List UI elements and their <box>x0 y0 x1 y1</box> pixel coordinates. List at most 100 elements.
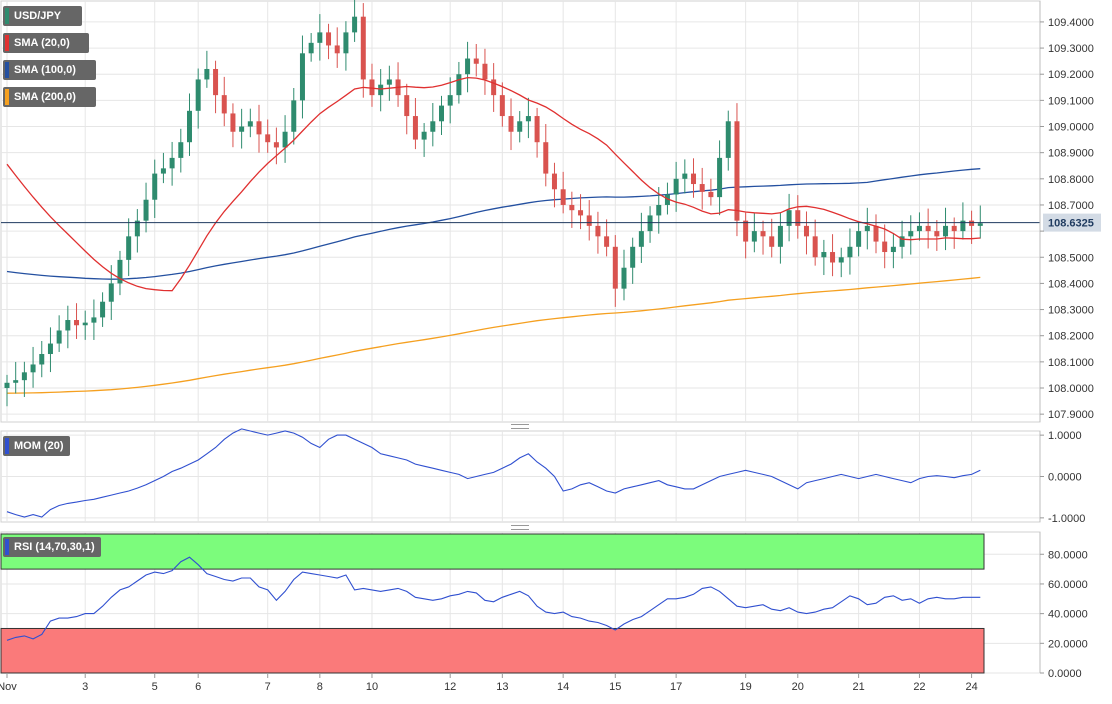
bear-candle[interactable] <box>569 204 575 211</box>
bear-candle[interactable] <box>74 320 80 326</box>
bear-candle[interactable] <box>760 231 766 237</box>
bull-candle[interactable] <box>21 372 27 381</box>
bear-candle[interactable] <box>934 231 940 237</box>
bear-candle[interactable] <box>612 246 618 289</box>
bull-candle[interactable] <box>899 236 905 247</box>
bull-candle[interactable] <box>908 231 914 237</box>
bull-candle[interactable] <box>82 322 88 326</box>
bear-candle[interactable] <box>925 225 931 232</box>
bear-candle[interactable] <box>473 58 479 64</box>
bear-candle[interactable] <box>360 16 366 80</box>
bear-candle[interactable] <box>560 189 566 205</box>
bull-candle[interactable] <box>439 105 444 122</box>
bull-candle[interactable] <box>282 131 288 148</box>
bull-candle[interactable] <box>343 32 349 54</box>
bull-candle[interactable] <box>169 157 175 169</box>
bull-candle[interactable] <box>943 225 949 237</box>
bear-candle[interactable] <box>734 121 740 221</box>
legend-symbol[interactable]: USD/JPY <box>3 6 82 26</box>
bull-candle[interactable] <box>160 168 166 174</box>
bull-candle[interactable] <box>247 121 253 127</box>
bull-candle[interactable] <box>299 53 305 101</box>
bull-candle[interactable] <box>465 58 471 75</box>
bear-candle[interactable] <box>691 173 697 185</box>
bear-candle[interactable] <box>404 95 410 117</box>
bull-candle[interactable] <box>916 225 922 232</box>
bear-candle[interactable] <box>534 116 540 143</box>
bear-candle[interactable] <box>508 116 514 132</box>
legend-momentum[interactable]: MOM (20) <box>3 436 70 456</box>
bull-candle[interactable] <box>856 231 862 247</box>
bull-candle[interactable] <box>838 257 844 263</box>
bear-candle[interactable] <box>326 32 332 46</box>
legend-sma200[interactable]: SMA (200,0) <box>3 87 96 107</box>
bull-candle[interactable] <box>117 259 123 284</box>
bear-candle[interactable] <box>551 173 557 190</box>
bull-candle[interactable] <box>291 100 297 132</box>
bear-candle[interactable] <box>969 220 975 226</box>
bear-candle[interactable] <box>369 79 375 96</box>
bear-candle[interactable] <box>951 225 957 232</box>
bull-candle[interactable] <box>126 236 132 260</box>
bear-candle[interactable] <box>578 210 584 216</box>
bear-candle[interactable] <box>743 220 749 242</box>
bull-candle[interactable] <box>525 116 531 122</box>
bull-candle[interactable] <box>186 110 192 143</box>
pane-splitter-lower[interactable] <box>511 525 529 530</box>
bull-candle[interactable] <box>786 210 792 226</box>
bull-candle[interactable] <box>352 16 358 33</box>
bear-candle[interactable] <box>334 45 340 54</box>
bear-candle[interactable] <box>708 191 714 198</box>
bull-candle[interactable] <box>647 215 653 232</box>
bear-candle[interactable] <box>491 79 497 96</box>
bull-candle[interactable] <box>178 142 184 158</box>
bull-candle[interactable] <box>143 199 149 221</box>
bull-candle[interactable] <box>864 225 870 232</box>
bull-candle[interactable] <box>517 121 523 132</box>
bull-candle[interactable] <box>977 223 983 226</box>
bull-candle[interactable] <box>4 382 10 389</box>
pane-splitter-upper[interactable] <box>511 424 529 429</box>
bear-candle[interactable] <box>812 236 818 258</box>
bear-candle[interactable] <box>221 95 227 114</box>
bull-candle[interactable] <box>91 317 97 323</box>
bull-candle[interactable] <box>847 246 853 258</box>
bear-candle[interactable] <box>604 236 610 247</box>
bear-candle[interactable] <box>412 116 418 140</box>
bull-candle[interactable] <box>717 157 723 198</box>
bull-candle[interactable] <box>682 173 688 179</box>
bull-candle[interactable] <box>821 252 827 258</box>
bear-candle[interactable] <box>830 252 836 263</box>
bull-candle[interactable] <box>100 301 106 318</box>
bull-candle[interactable] <box>890 246 896 253</box>
bull-candle[interactable] <box>378 84 384 96</box>
bull-candle[interactable] <box>777 225 783 247</box>
bull-candle[interactable] <box>65 320 71 331</box>
bear-candle[interactable] <box>595 225 601 237</box>
bull-candle[interactable] <box>673 178 679 195</box>
bear-candle[interactable] <box>586 215 592 226</box>
bear-candle[interactable] <box>499 95 505 117</box>
bull-candle[interactable] <box>152 173 158 200</box>
legend-rsi[interactable]: RSI (14,70,30,1) <box>3 537 101 557</box>
bear-candle[interactable] <box>769 236 775 247</box>
bull-candle[interactable] <box>134 220 140 237</box>
bull-candle[interactable] <box>204 68 210 80</box>
bear-candle[interactable] <box>265 134 271 143</box>
bull-candle[interactable] <box>317 32 323 43</box>
bull-candle[interactable] <box>751 231 757 242</box>
bear-candle[interactable] <box>795 210 801 226</box>
bull-candle[interactable] <box>621 267 627 289</box>
bull-candle[interactable] <box>30 364 36 373</box>
bull-candle[interactable] <box>421 131 427 140</box>
legend-sma100[interactable]: SMA (100,0) <box>3 60 96 80</box>
bull-candle[interactable] <box>456 74 462 96</box>
bull-candle[interactable] <box>195 79 201 111</box>
bear-candle[interactable] <box>543 142 549 174</box>
bear-candle[interactable] <box>230 113 236 132</box>
bear-candle[interactable] <box>273 142 279 148</box>
bear-candle[interactable] <box>699 184 705 192</box>
bear-candle[interactable] <box>482 63 488 80</box>
